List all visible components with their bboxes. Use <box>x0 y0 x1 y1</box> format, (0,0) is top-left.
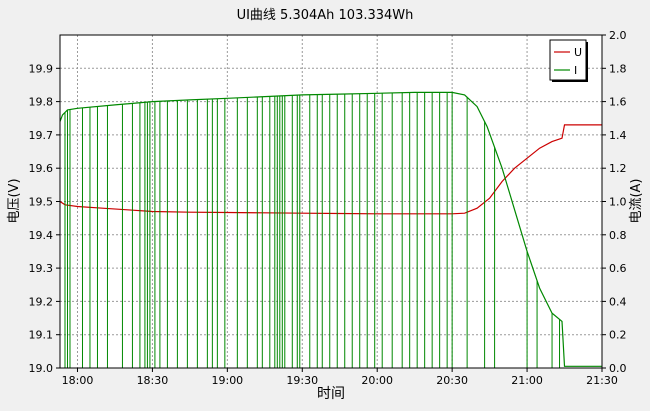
y2-tick-label: 0.4 <box>609 295 627 308</box>
y2-tick-label: 0.8 <box>609 229 627 242</box>
y-tick-label: 19.5 <box>29 196 54 209</box>
x-tick-label: 21:30 <box>586 374 618 387</box>
x-tick-label: 20:00 <box>361 374 393 387</box>
y2-tick-label: 1.6 <box>609 96 627 109</box>
y2-axis-label: 电流(A) <box>629 178 644 223</box>
legend: UI <box>549 39 588 82</box>
y-tick-label: 19.8 <box>29 96 54 109</box>
y-tick-label: 19.1 <box>29 329 54 342</box>
y-tick-label: 19.3 <box>29 262 54 275</box>
y-tick-label: 19.6 <box>29 162 54 175</box>
y2-tick-label: 0.0 <box>609 362 627 375</box>
plot-frame <box>59 34 603 369</box>
y2-tick-label: 1.8 <box>609 62 627 75</box>
y2-tick-label: 2.0 <box>609 29 627 42</box>
x-tick-label: 18:30 <box>137 374 169 387</box>
y2-tick-label: 0.2 <box>609 329 627 342</box>
x-tick-label: 18:00 <box>62 374 94 387</box>
legend-label-U: U <box>574 46 582 59</box>
y-tick-label: 19.7 <box>29 129 54 142</box>
legend-box <box>549 39 587 81</box>
y2-tick-label: 0.6 <box>609 262 627 275</box>
x-axis-label: 时间 <box>317 386 345 402</box>
x-tick-label: 19:30 <box>286 374 318 387</box>
x-tick-label: 21:00 <box>511 374 543 387</box>
y2-tick-label: 1.4 <box>609 129 627 142</box>
x-tick-label: 19:00 <box>211 374 243 387</box>
series-line-U <box>59 124 602 215</box>
y-axis-label: 电压(V) <box>7 178 22 223</box>
y-tick-label: 19.9 <box>29 62 54 75</box>
series-U <box>59 124 602 215</box>
y2-tick-label: 1.2 <box>609 162 627 175</box>
series-I <box>59 91 602 368</box>
y-tick-label: 19.2 <box>29 295 54 308</box>
legend-label-I: I <box>574 64 577 77</box>
x-tick-label: 20:30 <box>436 374 468 387</box>
y-tick-label: 19.4 <box>29 229 54 242</box>
y2-tick-label: 1.0 <box>609 196 627 209</box>
chart-title: UI曲线 5.304Ah 103.334Wh <box>237 8 414 23</box>
series-line-I <box>59 91 602 367</box>
y-tick-label: 19.0 <box>29 362 54 375</box>
axes: 18:00 18:30 19:00 19:30 20:00 20:30 21:00 21:30… <box>29 29 627 387</box>
series-group <box>59 91 602 368</box>
